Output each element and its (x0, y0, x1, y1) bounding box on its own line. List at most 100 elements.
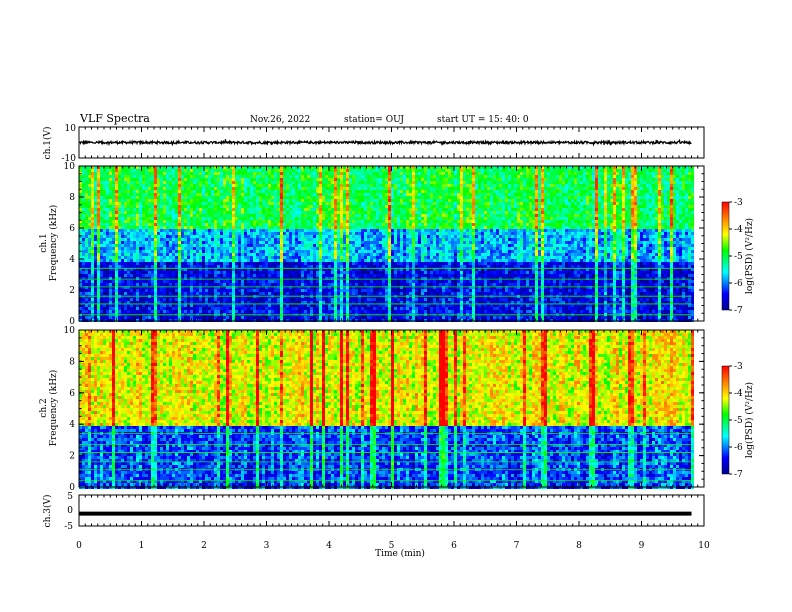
spectrogram-cell (133, 220, 136, 223)
spectrogram-cell (310, 208, 313, 211)
spectrogram-cell (283, 283, 286, 286)
spectrogram-cell (328, 253, 331, 256)
spectrogram-cell (283, 232, 286, 235)
spectrogram-cell (145, 298, 148, 301)
spectrogram-cell (301, 190, 304, 193)
spectrogram-cell (91, 217, 94, 220)
spectrogram-cell (328, 247, 331, 250)
spectrogram-cell (271, 265, 274, 268)
spectrogram-cell (130, 238, 133, 241)
spectrogram-cell (169, 208, 172, 211)
spectrogram-cell (307, 238, 310, 241)
spectrogram-cell (364, 226, 367, 229)
spectrogram-cell (154, 187, 157, 190)
spectrogram-cell (337, 256, 340, 259)
spectrogram-cell (106, 265, 109, 268)
spectrogram-cell (310, 235, 313, 238)
spectrogram-cell (181, 250, 184, 253)
spectrogram-cell (310, 256, 313, 259)
spectrogram-cell (298, 229, 301, 232)
spectrogram-cell (223, 226, 226, 229)
spectrogram-cell (337, 214, 340, 217)
spectrogram-cell (190, 187, 193, 190)
spectrogram-cell (265, 304, 268, 307)
spectrogram-cell (307, 262, 310, 265)
spectrogram-cell (130, 283, 133, 286)
spectrogram-cell (220, 301, 223, 304)
spectrogram-cell (178, 211, 181, 214)
spectrogram-cell (121, 307, 124, 310)
spectrogram-cell (94, 310, 97, 313)
spectrogram-cell (334, 181, 337, 184)
spectrogram-cell (259, 175, 262, 178)
spectrogram-cell (208, 250, 211, 253)
spectrogram-cell (286, 232, 289, 235)
spectrogram-cell (100, 304, 103, 307)
spectrogram-cell (337, 262, 340, 265)
spectrogram-cell (319, 205, 322, 208)
spectrogram-cell (220, 256, 223, 259)
spectrogram-cell (247, 265, 250, 268)
spectrogram-cell (265, 223, 268, 226)
spectrogram-cell (307, 271, 310, 274)
spectrogram-cell (298, 298, 301, 301)
spectrogram-cell (127, 208, 130, 211)
spectrogram-cell (133, 175, 136, 178)
spectrogram-cell (139, 196, 142, 199)
spectrogram-cell (256, 181, 259, 184)
spectrogram-cell (217, 211, 220, 214)
spectrogram-cell (241, 199, 244, 202)
spectrogram-cell (256, 253, 259, 256)
spectrogram-cell (358, 205, 361, 208)
spectrogram-cell (358, 238, 361, 241)
spectrogram-cell (91, 211, 94, 214)
spectrogram-cell (145, 241, 148, 244)
spectrogram-cell (343, 190, 346, 193)
spectrogram-cell (151, 175, 154, 178)
spectrogram-cell (85, 229, 88, 232)
spectrogram-cell (229, 187, 232, 190)
spectrogram-cell (151, 226, 154, 229)
spectrogram-cell (184, 289, 187, 292)
spectrogram-cell (247, 214, 250, 217)
spectrogram-cell (262, 229, 265, 232)
spectrogram-cell (271, 175, 274, 178)
spectrogram-cell (151, 172, 154, 175)
spectrogram-cell (274, 172, 277, 175)
spectrogram-cell (124, 280, 127, 283)
spectrogram-cell (289, 172, 292, 175)
spectrogram-cell (115, 247, 118, 250)
spectrogram-cell (82, 262, 85, 265)
spectrogram-cell (259, 223, 262, 226)
spectrogram-cell (112, 193, 115, 196)
spectrogram-cell (106, 229, 109, 232)
spectrogram-cell (190, 196, 193, 199)
spectrogram-cell (364, 235, 367, 238)
spectrogram-cell (88, 256, 91, 259)
spectrogram-cell (127, 169, 130, 172)
spectrogram-cell (328, 202, 331, 205)
spectrogram-cell (346, 244, 349, 247)
spectrogram-cell (277, 250, 280, 253)
spectrogram-cell (154, 172, 157, 175)
spectrogram-cell (280, 265, 283, 268)
spectrogram-cell (163, 232, 166, 235)
spectrogram-cell (241, 208, 244, 211)
spectrogram-cell (202, 223, 205, 226)
spectrogram-cell (301, 289, 304, 292)
spectrogram-cell (127, 226, 130, 229)
spectrogram-cell (103, 241, 106, 244)
spectrogram-cell (226, 259, 229, 262)
spectrogram-cell (187, 265, 190, 268)
spectrogram-cell (289, 298, 292, 301)
spectrogram-cell (334, 232, 337, 235)
spectrogram-cell (286, 298, 289, 301)
spectrogram-cell (115, 271, 118, 274)
spectrogram-cell (235, 178, 238, 181)
spectrogram-cell (301, 262, 304, 265)
spectrogram-cell (115, 232, 118, 235)
spectrogram-cell (292, 301, 295, 304)
spectrogram-cell (289, 229, 292, 232)
spectrogram-cell (148, 175, 151, 178)
spectrogram-cell (205, 175, 208, 178)
